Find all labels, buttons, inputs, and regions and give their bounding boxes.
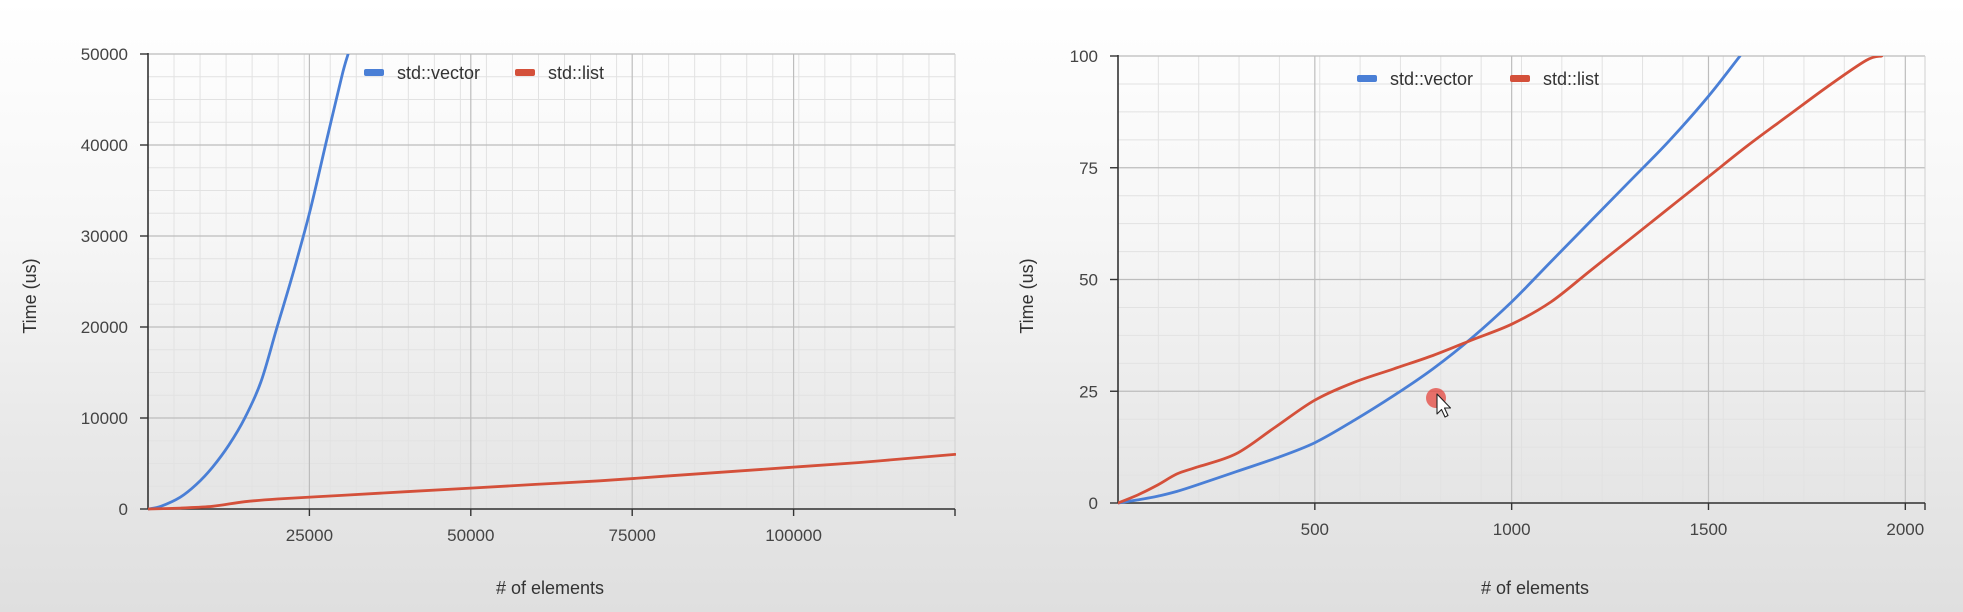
chart-left-y-tick-label: 0	[119, 500, 128, 519]
chart-left: 0 10000 20000 30000 40000 50000 25000 50000 7500…	[20, 45, 956, 598]
chart-left-grid	[148, 53, 956, 510]
chart-right-lines	[1118, 56, 1884, 505]
cursor-pointer-icon	[1436, 393, 1452, 418]
cursor-indicator	[1426, 388, 1452, 418]
chart-left-x-tick-label: 75000	[609, 526, 656, 545]
chart-right-grid	[1118, 55, 1926, 504]
chart-right-y-tick-label: 0	[1089, 494, 1098, 513]
chart-left-y-tick-label: 10000	[81, 409, 128, 428]
chart-right-series-line-stdvector	[1118, 56, 1742, 505]
chart-left-x-tick-label: 50000	[447, 526, 494, 545]
chart-left-x-tick-label: 100000	[765, 526, 822, 545]
chart-left-ticks: 0 10000 20000 30000 40000 50000 25000 50000 7500…	[81, 45, 822, 545]
legend-swatch-list	[1510, 75, 1530, 82]
chart-right-axes	[1110, 55, 1926, 510]
chart-right-x-tick-label: 500	[1301, 520, 1329, 539]
chart-left-y-tick-label: 20000	[81, 318, 128, 337]
chart-right-y-tick-label: 25	[1079, 382, 1098, 401]
chart-left-x-tick-label: 25000	[286, 526, 333, 545]
legend-label-list: std::list	[1543, 69, 1599, 89]
chart-right-y-tick-label: 75	[1079, 159, 1098, 178]
chart-right-series-line-stdlist	[1118, 56, 1884, 505]
chart-left-y-tick-label: 30000	[81, 227, 128, 246]
legend-label-vector: std::vector	[397, 63, 480, 83]
chart-right-ylabel: Time (us)	[1017, 258, 1037, 333]
chart-left-ylabel: Time (us)	[20, 258, 40, 333]
legend-label-list: std::list	[548, 63, 604, 83]
legend-swatch-vector	[1357, 75, 1377, 82]
chart-right-legend: std::vector std::list	[1357, 69, 1599, 89]
chart-right-x-tick-label: 1000	[1493, 520, 1531, 539]
chart-right-x-tick-label: 1500	[1690, 520, 1728, 539]
chart-left-legend: std::vector std::list	[364, 63, 604, 83]
chart-left-y-tick-label: 40000	[81, 136, 128, 155]
chart-right-x-tick-label: 2000	[1886, 520, 1924, 539]
chart-left-series-line-stdvector	[148, 54, 350, 511]
legend-label-vector: std::vector	[1390, 69, 1473, 89]
legend-swatch-vector	[364, 69, 384, 76]
chart-left-y-tick-label: 50000	[81, 45, 128, 64]
chart-right-y-tick-label: 100	[1070, 47, 1098, 66]
chart-right-y-tick-label: 50	[1079, 271, 1098, 290]
chart-left-series-line-stdlist	[148, 453, 956, 511]
chart-left-xlabel: # of elements	[496, 578, 604, 598]
chart-left-axes	[140, 53, 956, 516]
legend-swatch-list	[515, 69, 535, 76]
chart-right-xlabel: # of elements	[1481, 578, 1589, 598]
chart-right-ticks: 0 25 50 75 100 500 1000 1500 2000	[1070, 47, 1925, 539]
chart-left-lines	[148, 54, 956, 511]
